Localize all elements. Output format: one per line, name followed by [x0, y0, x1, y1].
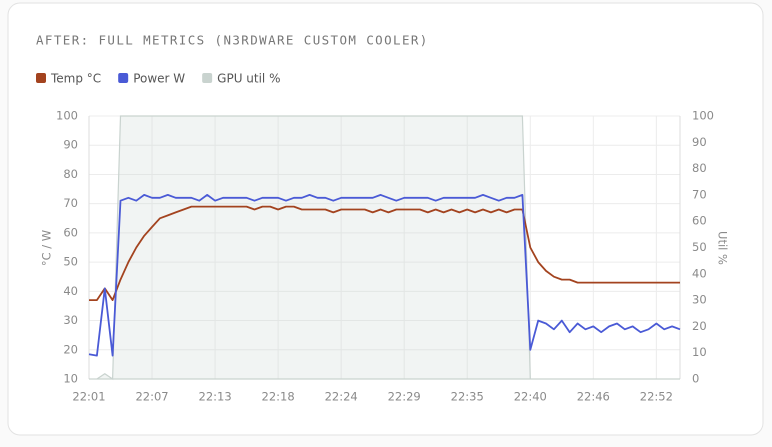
y-tick-label: 10 — [63, 372, 78, 386]
area — [89, 115, 680, 381]
line — [89, 205, 680, 301]
y-tick-label: 30 — [63, 313, 78, 327]
x-tick-label: 22:52 — [640, 390, 673, 404]
legend-swatch — [36, 73, 46, 83]
legend-label: Power W — [133, 72, 185, 86]
y2-tick-label: 100 — [692, 109, 714, 123]
y-tick-label: 100 — [56, 109, 78, 123]
y-tick-label: 90 — [63, 138, 78, 152]
y-tick-label: 50 — [63, 255, 78, 269]
x-tick-label: 22:46 — [577, 390, 610, 404]
x-tick-label: 22:01 — [72, 390, 105, 404]
y2-tick-label: 80 — [692, 161, 707, 175]
y2-axis-label: Util % — [716, 231, 730, 265]
y2-tick-label: 50 — [692, 240, 707, 254]
y-tick-label: 80 — [63, 167, 78, 181]
x-tick-label: 22:18 — [262, 390, 295, 404]
y-tick-label: 60 — [63, 225, 78, 239]
y-tick-label: 40 — [63, 284, 78, 298]
line — [88, 194, 681, 357]
legend-swatch — [202, 73, 213, 83]
x-tick-label: 22:35 — [451, 390, 484, 404]
y2-tick-label: 70 — [692, 187, 707, 201]
x-tick-label: 22:07 — [135, 390, 168, 404]
y2-tick-label: 20 — [692, 319, 707, 333]
x-tick-label: 22:40 — [514, 390, 547, 404]
y2-tick-label: 90 — [692, 135, 707, 149]
y2-tick-label: 10 — [692, 345, 707, 359]
y-tick-label: 70 — [63, 196, 78, 210]
y-tick-label: 20 — [63, 342, 78, 356]
legend-label: GPU util % — [217, 72, 280, 86]
y2-tick-label: 0 — [692, 372, 699, 386]
x-tick-label: 22:13 — [199, 390, 232, 404]
y2-tick-label: 30 — [692, 293, 707, 307]
legend-label: Temp °C — [50, 72, 101, 86]
x-tick-label: 22:24 — [325, 390, 358, 404]
x-tick-label: 22:29 — [388, 390, 421, 404]
y2-tick-label: 60 — [692, 214, 707, 228]
y-axis-label: °C / W — [40, 230, 54, 266]
chart-title: AFTER: FULL METRICS (N3RDWARE CUSTOM COO… — [36, 33, 429, 48]
y2-tick-label: 40 — [692, 266, 707, 280]
legend-swatch — [118, 73, 129, 83]
